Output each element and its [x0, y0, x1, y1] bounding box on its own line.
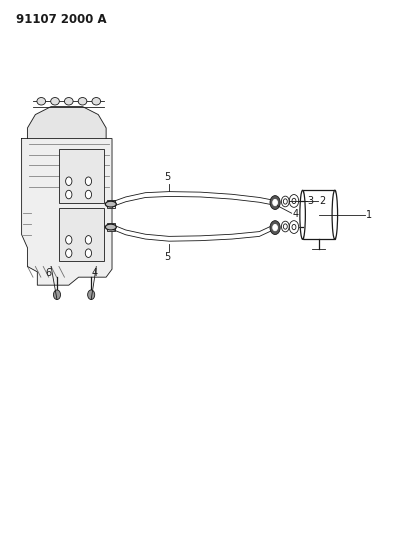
Ellipse shape [105, 201, 116, 207]
Bar [303, 190, 335, 239]
Ellipse shape [332, 190, 338, 239]
Text: 6: 6 [45, 268, 51, 278]
Ellipse shape [51, 98, 59, 105]
Circle shape [270, 196, 280, 209]
Circle shape [273, 224, 277, 231]
Circle shape [88, 290, 95, 300]
Circle shape [53, 290, 61, 300]
Bar [59, 149, 104, 203]
Text: 4: 4 [292, 209, 299, 219]
Circle shape [85, 190, 92, 199]
Circle shape [85, 249, 92, 257]
Circle shape [66, 190, 72, 199]
Circle shape [66, 177, 72, 185]
Bar [59, 208, 104, 261]
Text: 5: 5 [165, 172, 171, 182]
Polygon shape [22, 139, 112, 285]
Circle shape [85, 236, 92, 244]
Circle shape [66, 236, 72, 244]
Text: 5: 5 [165, 252, 171, 262]
Text: 4: 4 [92, 268, 98, 278]
Ellipse shape [300, 190, 305, 239]
Bar [107, 223, 115, 231]
Text: 91107 2000 A: 91107 2000 A [16, 13, 107, 26]
Circle shape [66, 249, 72, 257]
Ellipse shape [78, 98, 87, 105]
Bar [107, 200, 115, 208]
Circle shape [85, 177, 92, 185]
Ellipse shape [92, 98, 101, 105]
Text: 2: 2 [319, 196, 325, 206]
Ellipse shape [105, 224, 116, 230]
Circle shape [270, 221, 280, 235]
Ellipse shape [37, 98, 46, 105]
Polygon shape [28, 107, 106, 139]
Text: 3: 3 [307, 197, 314, 206]
Ellipse shape [64, 98, 73, 105]
Text: 1: 1 [365, 210, 372, 220]
Circle shape [273, 199, 277, 206]
